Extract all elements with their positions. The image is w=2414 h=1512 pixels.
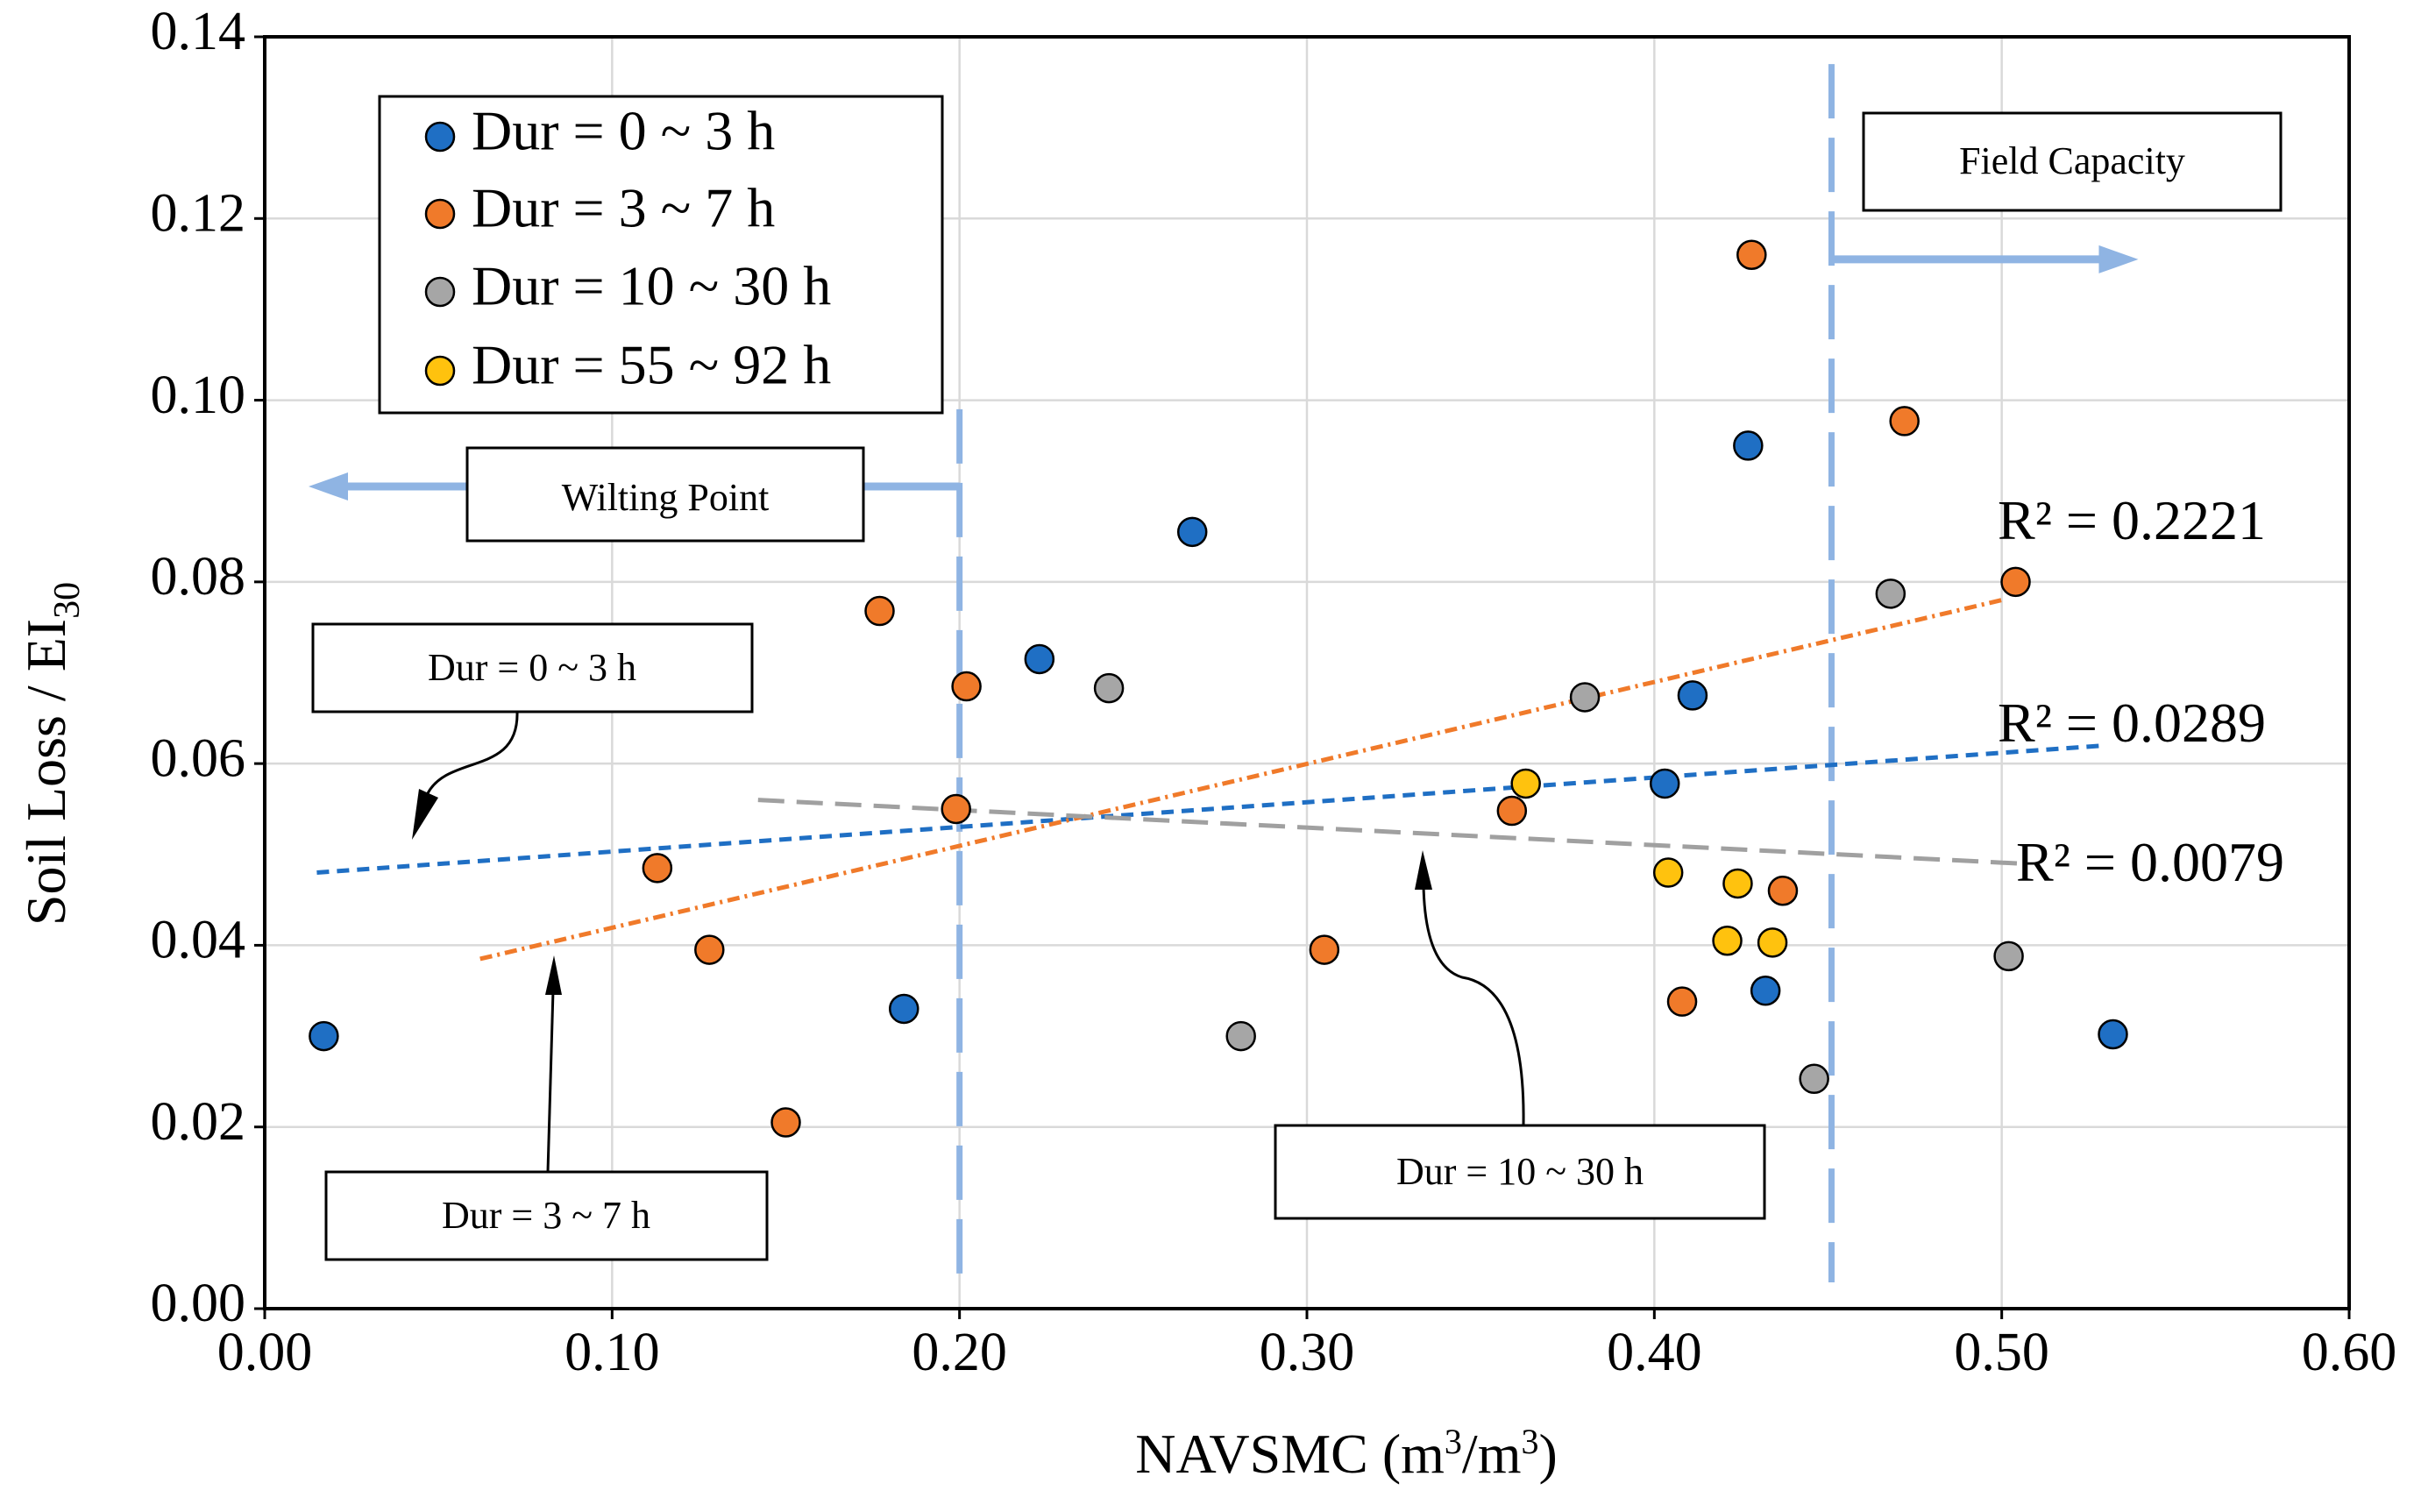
y-tick-label: 0.08 <box>151 547 246 607</box>
annotation-3-7h-arrowhead <box>545 955 562 995</box>
data-points <box>309 239 2128 1138</box>
data-point-series-0 <box>1733 430 1764 461</box>
x-tick-label: 0.30 <box>1260 1323 1355 1382</box>
data-point-series-1 <box>864 595 895 627</box>
field-capacity-box: Field Capacity <box>1862 111 2283 212</box>
annotation-3-7h-label: Dur = 3 ~ 7 h <box>442 1194 650 1237</box>
x-tick-label: 0.00 <box>217 1323 313 1382</box>
data-point-series-2 <box>1993 941 2024 972</box>
legend-label-55-92h: Dur = 55 ~ 92 h <box>472 334 831 396</box>
data-point-series-0 <box>1649 768 1680 799</box>
annotation-10-30h-arrow <box>1422 884 1525 1126</box>
y-tick-labels: 0.00 0.02 0.04 0.06 0.08 0.10 0.12 0.14 <box>151 2 246 1333</box>
field-capacity-box-frame <box>1862 111 2283 212</box>
y-tick-label: 0.12 <box>151 184 246 244</box>
data-point-series-3 <box>1652 857 1684 888</box>
y-tick-label: 0.04 <box>151 911 246 970</box>
data-point-series-2 <box>1799 1063 1829 1095</box>
x-tick-label: 0.40 <box>1607 1323 1702 1382</box>
data-point-series-3 <box>1722 868 1753 899</box>
data-point-series-1 <box>1666 986 1698 1017</box>
data-point-series-1 <box>1309 934 1340 965</box>
legend-label-10-30h: Dur = 10 ~ 30 h <box>472 255 831 317</box>
y-tick-label: 0.14 <box>151 2 246 61</box>
x-tick-label: 0.20 <box>912 1323 1007 1382</box>
wilting-point-box: Wilting Point <box>465 446 865 543</box>
x-tick-label: 0.60 <box>2302 1323 2397 1382</box>
annotation-10-30h: Dur = 10 ~ 30 h <box>1274 850 1766 1220</box>
data-point-series-3 <box>1712 925 1743 956</box>
data-point-series-1 <box>694 934 725 965</box>
wilting-point-label: Wilting Point <box>562 476 770 519</box>
data-point-series-2 <box>1225 1020 1256 1052</box>
legend-label-0-3h: Dur = 0 ~ 3 h <box>472 100 775 162</box>
legend-label-3-7h: Dur = 3 ~ 7 h <box>472 177 775 239</box>
r2-label-0-3h: R² = 0.0289 <box>1998 692 2266 754</box>
data-point-series-2 <box>1569 682 1601 713</box>
annotation-10-30h-arrowhead <box>1415 850 1432 890</box>
annotation-10-30h-label: Dur = 10 ~ 30 h <box>1396 1150 1644 1193</box>
annotation-3-7h-arrow <box>546 990 555 1173</box>
data-point-series-2 <box>1875 579 1906 609</box>
plot-frame <box>263 35 2351 1310</box>
annotation-0-3h-arrow <box>426 711 519 794</box>
data-point-series-0 <box>309 1020 339 1052</box>
data-point-series-3 <box>1757 927 1788 958</box>
y-tick-label: 0.02 <box>151 1092 246 1152</box>
data-point-series-2 <box>1093 672 1125 704</box>
annotation-0-3h: Dur = 0 ~ 3 h <box>311 622 754 840</box>
x-tick-label: 0.10 <box>564 1323 660 1382</box>
field-capacity-label: Field Capacity <box>1959 139 2185 182</box>
data-point-series-1 <box>1736 239 1767 270</box>
legend-marker-10-30h <box>424 276 456 308</box>
x-tick-label: 0.50 <box>1954 1323 2049 1382</box>
legend-frame <box>378 95 944 415</box>
data-point-series-1 <box>770 1107 801 1138</box>
data-point-series-1 <box>941 793 971 825</box>
trend-line-0 <box>316 742 2106 876</box>
data-point-series-0 <box>1176 516 1208 548</box>
data-point-series-1 <box>1889 406 1920 437</box>
trend-line-1 <box>479 598 2003 962</box>
y-tick-label: 0.06 <box>151 728 246 788</box>
data-point-series-1 <box>1496 795 1528 827</box>
data-point-series-0 <box>2098 1019 2128 1050</box>
data-point-series-3 <box>1510 768 1541 799</box>
data-point-series-1 <box>951 671 982 702</box>
reference-arrowhead <box>309 472 348 501</box>
r2-label-10-30h: R² = 0.0079 <box>2016 831 2284 893</box>
annotation-0-3h-arrowhead <box>412 789 438 840</box>
data-point-series-1 <box>1767 875 1799 906</box>
x-axis-title: NAVSMC (m3/m3) <box>1135 1422 1558 1485</box>
data-point-series-0 <box>1750 976 1781 1006</box>
annotation-10-30h-frame <box>1274 1124 1766 1220</box>
annotation-0-3h-frame <box>311 622 754 713</box>
data-point-series-0 <box>1024 643 1055 675</box>
annotation-0-3h-label: Dur = 0 ~ 3 h <box>428 646 636 689</box>
data-point-series-0 <box>889 993 919 1025</box>
r2-label-3-7h: R² = 0.2221 <box>1998 489 2266 551</box>
data-point-series-0 <box>1677 680 1708 711</box>
wilting-point-box-frame <box>465 446 865 543</box>
legend-marker-0-3h <box>424 121 456 153</box>
x-tick-labels: 0.00 0.10 0.20 0.30 0.40 0.50 0.60 <box>217 1323 2397 1382</box>
legend: Dur = 0 ~ 3 h Dur = 3 ~ 7 h Dur = 10 ~ 3… <box>378 95 944 415</box>
legend-marker-3-7h <box>424 198 456 230</box>
data-point-series-1 <box>642 853 673 884</box>
y-tick-label: 0.10 <box>151 366 246 425</box>
y-tick-label: 0.00 <box>151 1274 246 1333</box>
annotation-3-7h: Dur = 3 ~ 7 h <box>324 955 769 1261</box>
reference-arrowhead <box>2098 245 2139 273</box>
data-point-series-1 <box>2000 566 2031 598</box>
legend-marker-55-92h <box>424 355 456 387</box>
annotation-3-7h-frame <box>324 1170 769 1261</box>
y-axis-title: Soil Loss / EI30 <box>15 582 88 926</box>
